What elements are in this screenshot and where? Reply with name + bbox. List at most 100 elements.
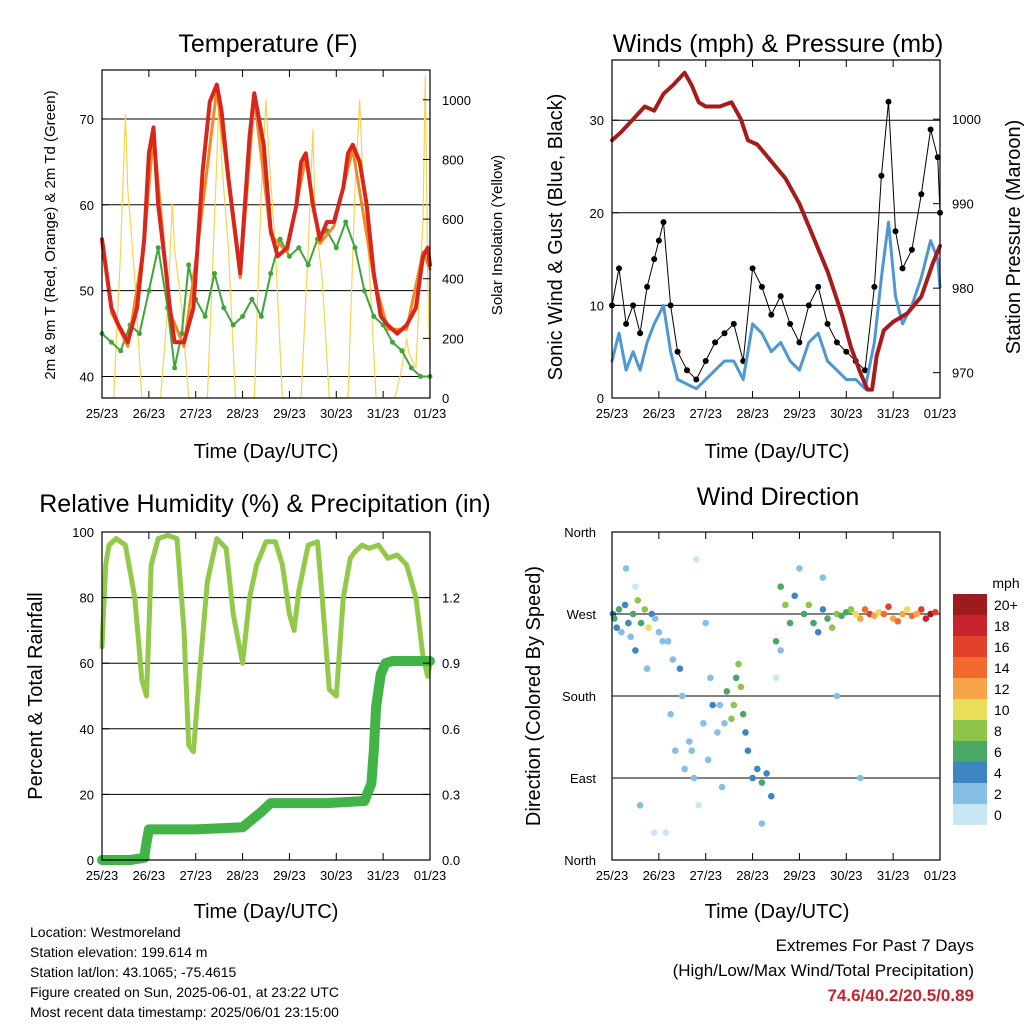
y-axis-label-wind_direction: Direction (Colored By Speed): [523, 566, 545, 826]
point-wind-direction: [824, 615, 831, 622]
point-wind-direction: [641, 606, 649, 613]
plot-border: [611, 59, 941, 399]
point-wind-direction: [695, 802, 702, 809]
x-tick-label: 01/23: [924, 868, 957, 883]
x-axis-label-temperature: Time (Day/UTC): [194, 441, 339, 463]
point-wind-direction: [903, 606, 911, 613]
point-wind-direction: [786, 619, 794, 627]
x-tick-label: 28/23: [226, 868, 259, 883]
legend-swatch: [953, 783, 987, 804]
y2-axis-label-temperature: Solar Insolation (Yellow): [489, 155, 506, 315]
point-wind-direction: [718, 783, 726, 791]
point-wind-direction: [632, 583, 639, 590]
y-axis-label-temperature: 2m & 9m T (Red, Orange) & 2m Td (Green): [42, 90, 59, 379]
point-wind-direction: [791, 592, 798, 600]
point-wind-direction: [913, 610, 920, 618]
x-tick-label: 01/23: [924, 406, 957, 421]
point-wind-direction: [749, 774, 756, 782]
y-tick-label: 60: [80, 656, 94, 671]
x-tick-label: 29/23: [273, 868, 306, 883]
x-tick-label: 28/23: [226, 406, 259, 421]
y-tick-label: 80: [80, 591, 94, 606]
x-tick-label: 28/23: [736, 406, 769, 421]
legend-label: 6: [994, 744, 1002, 760]
point-wind-direction: [622, 565, 630, 572]
point-wind-direction: [880, 610, 888, 618]
y2-tick-label: 800: [442, 152, 464, 167]
created-text: Figure created on Sun, 2025-06-01, at 23…: [30, 984, 339, 1000]
x-tick-label: 25/23: [86, 868, 119, 883]
legend-label: 18: [994, 618, 1010, 634]
x-tick-label: 01/23: [414, 406, 447, 421]
y2-tick-label: 0.6: [442, 722, 460, 737]
x-tick-label: 31/23: [877, 406, 910, 421]
point-wind-direction: [714, 729, 721, 736]
point-wind-direction: [662, 829, 670, 836]
x-tick-label: 25/23: [596, 868, 629, 883]
point-wind-direction: [814, 628, 822, 636]
legend-swatch: [953, 720, 987, 741]
y2-tick-label: 1000: [442, 93, 471, 108]
extremes-title: Extremes For Past 7 Days: [775, 936, 974, 955]
x-tick-label: 31/23: [367, 868, 400, 883]
location-text: Location: Westmoreland: [30, 924, 181, 940]
chart-title-temperature: Temperature (F): [178, 30, 357, 58]
point-wind-direction: [857, 615, 864, 622]
point-wind-direction: [618, 628, 625, 636]
legend-swatch: [953, 657, 987, 678]
x-tick-label: 28/23: [736, 868, 769, 883]
chart-title-humidity: Relative Humidity (%) & Precipitation (i…: [39, 490, 491, 518]
point-wind-direction: [681, 765, 688, 773]
legend-swatch: [953, 804, 987, 825]
y2-tick-label: 0.9: [442, 656, 460, 671]
y2-tick-label: 1000: [952, 112, 981, 127]
point-wind-direction: [763, 770, 770, 777]
point-wind-direction: [634, 597, 642, 604]
y-tick-label: North: [564, 525, 596, 540]
x-tick-label: 27/23: [179, 868, 212, 883]
y2-tick-label: 0: [442, 391, 449, 406]
y2-tick-label: 200: [442, 331, 464, 346]
extremes-values: 74.6/40.2/20.5/0.89: [827, 986, 974, 1005]
legend-swatch: [953, 699, 987, 720]
chart-title-winds: Winds (mph) & Pressure (mb): [613, 30, 944, 58]
y-tick-label: 50: [80, 284, 94, 299]
legend-label: 14: [994, 660, 1010, 676]
point-wind-direction: [636, 802, 644, 809]
point-wind-direction: [679, 692, 686, 700]
point-wind-direction: [810, 619, 817, 627]
x-tick-label: 27/23: [179, 406, 212, 421]
point-wind-direction: [676, 665, 684, 672]
y2-tick-label: 1.2: [442, 591, 460, 606]
x-tick-label: 27/23: [689, 868, 722, 883]
point-wind-direction: [819, 574, 827, 581]
point-wind-direction: [664, 638, 672, 645]
point-wind-direction: [796, 565, 803, 572]
point-wind-direction: [627, 633, 634, 641]
point-wind-direction: [730, 701, 738, 709]
point-wind-direction: [667, 710, 674, 718]
point-wind-direction: [693, 556, 700, 563]
series-station-pressure: [610, 70, 942, 392]
point-wind-direction: [645, 624, 652, 631]
point-wind-direction: [659, 638, 666, 645]
y-tick-label: 20: [590, 206, 604, 221]
point-wind-direction: [611, 615, 618, 622]
legend-label: 20+: [994, 597, 1018, 613]
series-gust: [611, 101, 941, 380]
x-tick-label: 30/23: [320, 406, 353, 421]
chart-title-wind_direction: Wind Direction: [697, 483, 860, 511]
legend-swatch: [953, 615, 987, 636]
point-wind-direction: [838, 612, 845, 620]
point-wind-direction: [632, 647, 639, 654]
y-tick-label: North: [564, 853, 596, 868]
plot-border: [101, 69, 431, 399]
y-tick-label: East: [570, 771, 596, 786]
plot-border: [611, 531, 941, 861]
point-wind-direction: [655, 628, 663, 636]
y-tick-label: 0: [87, 853, 94, 868]
y2-tick-label: 600: [442, 212, 464, 227]
point-wind-direction: [732, 674, 740, 682]
x-tick-label: 30/23: [830, 868, 863, 883]
